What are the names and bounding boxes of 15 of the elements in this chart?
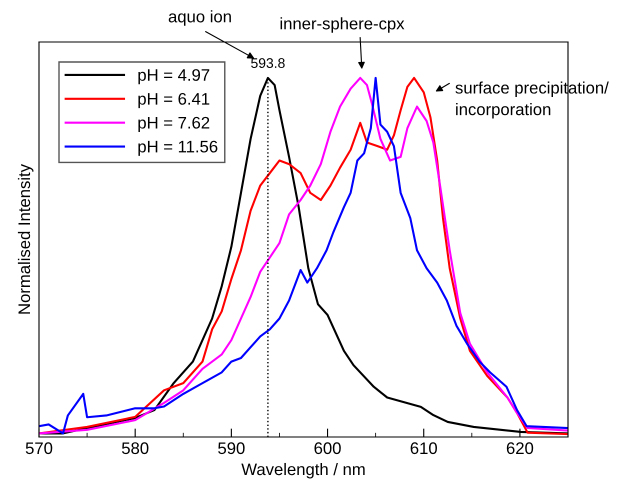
- text: inner-sphere-cpx: [280, 17, 404, 33]
- legend-label: pH = 7.62: [138, 116, 210, 132]
- x-tick-label: 590: [218, 442, 245, 454]
- legend-label: pH = 4.97: [138, 69, 210, 84]
- x-tick-label: 600: [314, 442, 341, 454]
- x-tick-label: 570: [26, 442, 52, 454]
- x-tick-label: 580: [122, 442, 148, 454]
- x-tick-label: 620: [506, 442, 534, 454]
- legend-label: pH = 6.41: [138, 92, 210, 108]
- y-axis-title: Normalised Intensity: [18, 164, 34, 314]
- x-axis-title: Wavelength / nm: [241, 462, 365, 478]
- legend-label: pH = 11.56: [138, 140, 218, 156]
- x-tick-label: 610: [410, 442, 437, 454]
- ref-line-label: 593.8: [251, 58, 285, 68]
- text: aquo ion: [168, 10, 231, 26]
